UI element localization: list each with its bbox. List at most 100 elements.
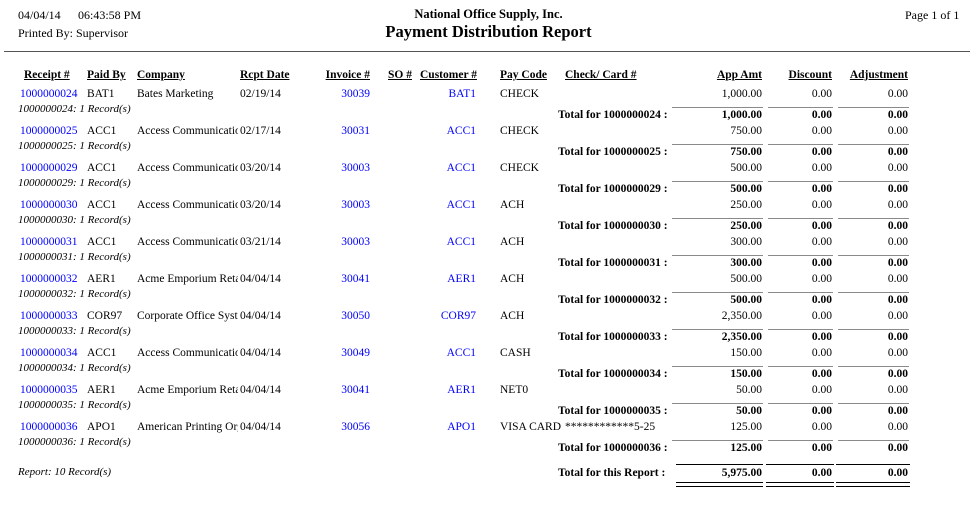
pay-code-cell: ACH (500, 273, 525, 285)
column-header-row: Receipt # Paid By Company Rcpt Date Invo… (0, 67, 977, 85)
group-total-rule-adjustment (838, 218, 909, 219)
adjustment-cell: 0.00 (887, 125, 908, 137)
customer-number-link[interactable]: ACC1 (446, 347, 476, 359)
report-total-label: Total for this Report : (558, 467, 666, 479)
group-total-discount: 0.00 (811, 220, 832, 232)
group-record-count-note: 1000000029: 1 Record(s) (18, 177, 131, 189)
customer-number-link[interactable]: APO1 (447, 421, 476, 433)
receipt-date-cell: 04/04/14 (240, 384, 281, 396)
receipt-group: 1000000033 COR97 Corporate Office System… (0, 308, 977, 345)
receipt-number-link[interactable]: 1000000031 (20, 236, 78, 248)
group-total-rule-appamt (672, 144, 763, 145)
group-total-rule-discount (768, 440, 833, 441)
report-total-adjustment: 0.00 (887, 467, 908, 479)
group-total-label: Total for 1000000024 : (558, 109, 668, 121)
receipt-date-cell: 04/04/14 (240, 347, 281, 359)
group-record-count-note: 1000000033: 1 Record(s) (18, 325, 131, 337)
group-total-discount: 0.00 (811, 294, 832, 306)
company-cell: Access Communication (137, 347, 238, 359)
adjustment-cell: 0.00 (887, 273, 908, 285)
invoice-number-link[interactable]: 30003 (341, 236, 370, 248)
column-header-paid-by: Paid By (87, 69, 126, 81)
group-total-appamt: 300.00 (730, 257, 762, 269)
receipt-number-link[interactable]: 1000000035 (20, 384, 78, 396)
receipt-number-link[interactable]: 1000000036 (20, 421, 78, 433)
receipt-number-link[interactable]: 1000000025 (20, 125, 78, 137)
invoice-number-link[interactable]: 30003 (341, 162, 370, 174)
invoice-number-link[interactable]: 30039 (341, 88, 370, 100)
app-amt-cell: 125.00 (730, 421, 762, 433)
group-total-adjustment: 0.00 (887, 220, 908, 232)
pay-code-cell: VISA CARD (500, 421, 562, 433)
group-total-adjustment: 0.00 (887, 109, 908, 121)
invoice-number-link[interactable]: 30031 (341, 125, 370, 137)
group-total-label: Total for 1000000030 : (558, 220, 668, 232)
group-total-discount: 0.00 (811, 331, 832, 343)
pay-code-cell: NET0 (500, 384, 529, 396)
adjustment-cell: 0.00 (887, 199, 908, 211)
invoice-number-link[interactable]: 30003 (341, 199, 370, 211)
column-header-company: Company (137, 69, 185, 81)
group-total-rule-adjustment (838, 107, 909, 108)
invoice-number-link[interactable]: 30041 (341, 273, 370, 285)
column-header-check-card: Check/ Card # (565, 69, 637, 81)
pay-code-cell: CASH (500, 347, 531, 359)
customer-number-link[interactable]: ACC1 (446, 125, 476, 137)
app-amt-cell: 2,350.00 (721, 310, 762, 322)
paid-by-cell: BAT1 (87, 88, 115, 100)
customer-number-link[interactable]: ACC1 (446, 199, 476, 211)
group-total-adjustment: 0.00 (887, 146, 908, 158)
discount-cell: 0.00 (811, 384, 832, 396)
printed-by: Printed By: Supervisor (18, 26, 128, 40)
group-total-discount: 0.00 (811, 442, 832, 454)
group-total-label: Total for 1000000034 : (558, 368, 668, 380)
group-total-rule-discount (768, 107, 833, 108)
group-total-label: Total for 1000000033 : (558, 331, 668, 343)
pay-code-cell: ACH (500, 236, 525, 248)
group-total-rule-adjustment (838, 144, 909, 145)
group-total-discount: 0.00 (811, 109, 832, 121)
receipt-number-link[interactable]: 1000000034 (20, 347, 78, 359)
group-total-rule-adjustment (838, 255, 909, 256)
group-total-rule-discount (768, 181, 833, 182)
column-header-so: SO # (388, 69, 412, 81)
column-header-rcpt-date: Rcpt Date (240, 69, 290, 81)
company-cell: American Printing Orga (137, 421, 238, 433)
group-total-rule-appamt (672, 181, 763, 182)
discount-cell: 0.00 (811, 162, 832, 174)
discount-cell: 0.00 (811, 347, 832, 359)
receipt-number-link[interactable]: 1000000029 (20, 162, 78, 174)
adjustment-cell: 0.00 (887, 384, 908, 396)
customer-number-link[interactable]: AER1 (447, 273, 476, 285)
group-total-adjustment: 0.00 (887, 257, 908, 269)
group-total-label: Total for 1000000031 : (558, 257, 668, 269)
group-total-rule-appamt (672, 292, 763, 293)
paid-by-cell: APO1 (87, 421, 116, 433)
invoice-number-link[interactable]: 30041 (341, 384, 370, 396)
invoice-number-link[interactable]: 30050 (341, 310, 370, 322)
app-amt-cell: 150.00 (730, 347, 762, 359)
receipt-number-link[interactable]: 1000000030 (20, 199, 78, 211)
receipt-number-link[interactable]: 1000000032 (20, 273, 78, 285)
report-total-appamt: 5,975.00 (721, 467, 762, 479)
discount-cell: 0.00 (811, 88, 832, 100)
paid-by-cell: ACC1 (87, 199, 117, 211)
report-total-double-rule-appamt (676, 482, 763, 487)
invoice-number-link[interactable]: 30056 (341, 421, 370, 433)
group-total-label: Total for 1000000036 : (558, 442, 668, 454)
customer-number-link[interactable]: AER1 (447, 384, 476, 396)
invoice-number-link[interactable]: 30049 (341, 347, 370, 359)
report-body: 1000000024 BAT1 Bates Marketing 02/19/14… (0, 86, 977, 456)
group-total-appamt: 750.00 (730, 146, 762, 158)
group-total-appamt: 50.00 (736, 405, 762, 417)
customer-number-link[interactable]: BAT1 (448, 88, 476, 100)
customer-number-link[interactable]: ACC1 (446, 162, 476, 174)
adjustment-cell: 0.00 (887, 421, 908, 433)
customer-number-link[interactable]: COR97 (440, 310, 476, 322)
receipt-number-link[interactable]: 1000000033 (20, 310, 78, 322)
group-total-appamt: 500.00 (730, 294, 762, 306)
customer-number-link[interactable]: ACC1 (446, 236, 476, 248)
group-record-count-note: 1000000036: 1 Record(s) (18, 436, 131, 448)
receipt-number-link[interactable]: 1000000024 (20, 88, 78, 100)
